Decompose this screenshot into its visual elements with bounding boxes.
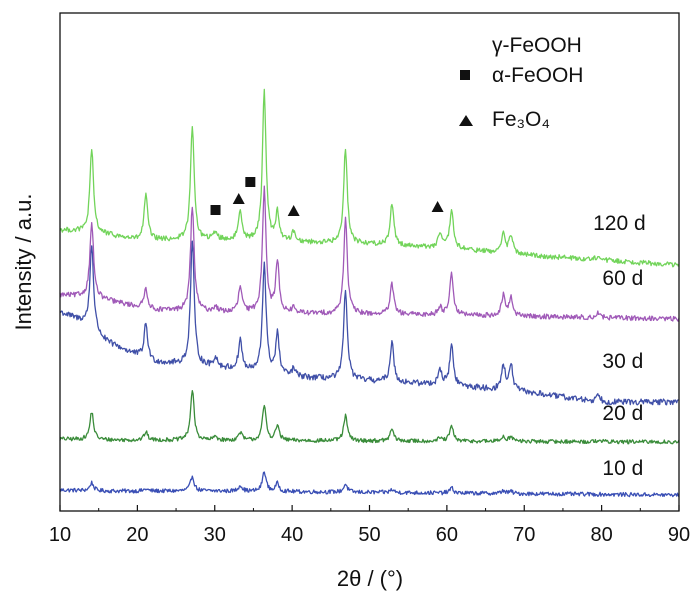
- series-line-120-d: [59, 88, 680, 268]
- x-tick-label-10: 10: [49, 524, 71, 546]
- x-tick-label-80: 80: [591, 524, 613, 546]
- sample-label-60-d: 60 d: [602, 267, 643, 290]
- series-line-10-d: [59, 471, 680, 498]
- sample-label-30-d: 30 d: [602, 350, 643, 373]
- y-axis-title: Intensity / a.u.: [11, 194, 36, 331]
- sample-labels: 10 d 20 d 30 d 60 d 120 d: [593, 212, 646, 480]
- legend-label-alpha-feooh: α-FeOOH: [492, 64, 583, 87]
- legend: γ-FeOOH α-FeOOH Fe₃O₄: [459, 34, 583, 131]
- marker-square-1: [245, 177, 256, 187]
- sample-label-120-d: 120 d: [593, 212, 646, 235]
- plot-frame: [59, 12, 680, 512]
- series-line-30-d: [59, 240, 680, 406]
- sample-label-20-d: 20 d: [602, 402, 643, 425]
- series-line-20-d: [59, 390, 680, 445]
- x-tick-label-40: 40: [281, 524, 303, 546]
- x-axis-title: 2θ / (°): [337, 566, 403, 591]
- series-line-60-d: [59, 185, 680, 322]
- x-tick-label-60: 60: [436, 524, 458, 546]
- marker-triangle-4: [431, 201, 444, 212]
- marker-triangle-2: [232, 193, 245, 204]
- peak-markers: [210, 177, 444, 216]
- legend-label-fe3o4: Fe₃O₄: [492, 108, 550, 131]
- x-axis: 10 20 30 40 50 60 70 80 90: [49, 505, 690, 546]
- legend-label-gamma-feooh: γ-FeOOH: [492, 34, 582, 57]
- marker-square-0: [210, 205, 221, 215]
- x-tick-label-20: 20: [126, 524, 148, 546]
- x-tick-label-70: 70: [513, 524, 535, 546]
- legend-square-marker: [460, 70, 470, 80]
- x-tick-label-90: 90: [668, 524, 690, 546]
- series-layer: [59, 88, 680, 498]
- legend-triangle-marker: [459, 115, 473, 126]
- sample-label-10-d: 10 d: [602, 457, 643, 480]
- marker-triangle-3: [287, 205, 300, 216]
- x-tick-label-30: 30: [204, 524, 226, 546]
- x-tick-label-50: 50: [358, 524, 380, 546]
